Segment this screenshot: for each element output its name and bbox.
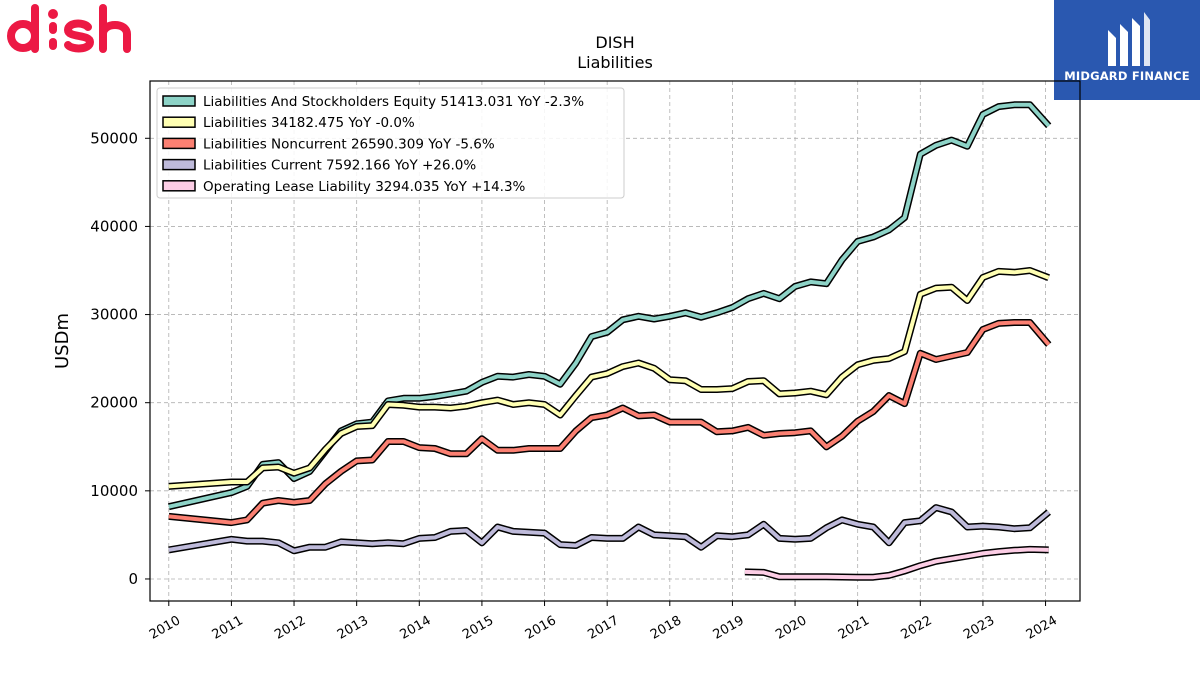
series-3 <box>168 504 1051 555</box>
legend-swatch <box>162 95 196 107</box>
legend-entry: Operating Lease Liability 3294.035 YoY +… <box>162 179 526 195</box>
y-tick-label: 50000 <box>90 129 138 147</box>
y-tick-label: 20000 <box>90 394 138 412</box>
y-tick-label: 40000 <box>90 217 138 235</box>
plot-area <box>149 80 1081 602</box>
legend-entry: Liabilities 34182.475 YoY -0.0% <box>162 115 415 131</box>
x-tick-label: 2014 <box>397 613 433 643</box>
y-tick-label: 30000 <box>90 306 138 324</box>
y-tick-label: 0 <box>128 570 138 588</box>
y-axis: 0 10000 20000 30000 40000 50000 <box>90 129 150 588</box>
series-4 <box>744 545 1049 581</box>
y-axis-label: USDm <box>52 313 73 369</box>
x-tick-label: 2018 <box>648 613 684 643</box>
x-tick-label: 2011 <box>210 613 246 643</box>
x-tick-label: 2013 <box>335 613 371 643</box>
legend-label: Liabilities Current 7592.166 YoY +26.0% <box>203 158 476 174</box>
x-tick-label: 2024 <box>1024 613 1060 643</box>
legend-swatch <box>162 116 196 128</box>
legend-label: Liabilities 34182.475 YoY -0.0% <box>203 115 415 131</box>
series-2 <box>168 319 1052 527</box>
x-tick-label: 2015 <box>460 613 496 643</box>
x-tick-label: 2020 <box>773 613 809 643</box>
series-line <box>168 505 1050 553</box>
series-line <box>168 320 1051 525</box>
series-line <box>744 547 1049 580</box>
series-outline <box>168 504 1051 555</box>
legend-swatch <box>162 137 196 150</box>
series-outline <box>168 319 1052 527</box>
legend-box <box>156 87 625 199</box>
chart-title: DISH <box>595 33 634 52</box>
legend-entry: Liabilities Noncurrent 26590.309 YoY -5.… <box>162 136 495 152</box>
chart-subtitle: Liabilities <box>577 53 653 72</box>
legend-swatch <box>162 158 196 171</box>
x-tick-label: 2023 <box>961 613 997 643</box>
legend-label: Liabilities And Stockholders Equity 5141… <box>203 94 584 110</box>
dish-logo <box>7 4 131 53</box>
legend-swatch <box>162 180 196 192</box>
x-tick-label: 2010 <box>147 613 183 643</box>
y-tick-label: 10000 <box>90 482 138 500</box>
midgard-emblem-icon <box>1108 12 1150 66</box>
midgard-finance-logo: MIDGARD FINANCE <box>1054 0 1200 100</box>
x-tick-label: 2019 <box>711 613 747 643</box>
legend-label: Liabilities Noncurrent 26590.309 YoY -5.… <box>203 136 495 152</box>
brand-name: MIDGARD FINANCE <box>1064 69 1190 83</box>
series-line <box>168 268 1050 489</box>
legend-entry: Liabilities And Stockholders Equity 5141… <box>162 94 584 110</box>
x-axis: 2010 2011 2012 2013 2014 2015 2016 2017 2018 2019… <box>147 601 1060 643</box>
x-tick-label: 2016 <box>523 613 559 643</box>
legend-label: Operating Lease Liability 3294.035 YoY +… <box>203 179 526 195</box>
legend: Liabilities And Stockholders Equity 5141… <box>156 87 625 199</box>
x-tick-label: 2022 <box>898 613 934 643</box>
series-1 <box>168 267 1050 490</box>
x-tick-label: 2021 <box>836 613 872 643</box>
series-lines <box>168 101 1052 581</box>
legend-entry: Liabilities Current 7592.166 YoY +26.0% <box>162 158 476 174</box>
x-tick-label: 2012 <box>272 613 308 643</box>
x-tick-label: 2017 <box>585 613 621 643</box>
